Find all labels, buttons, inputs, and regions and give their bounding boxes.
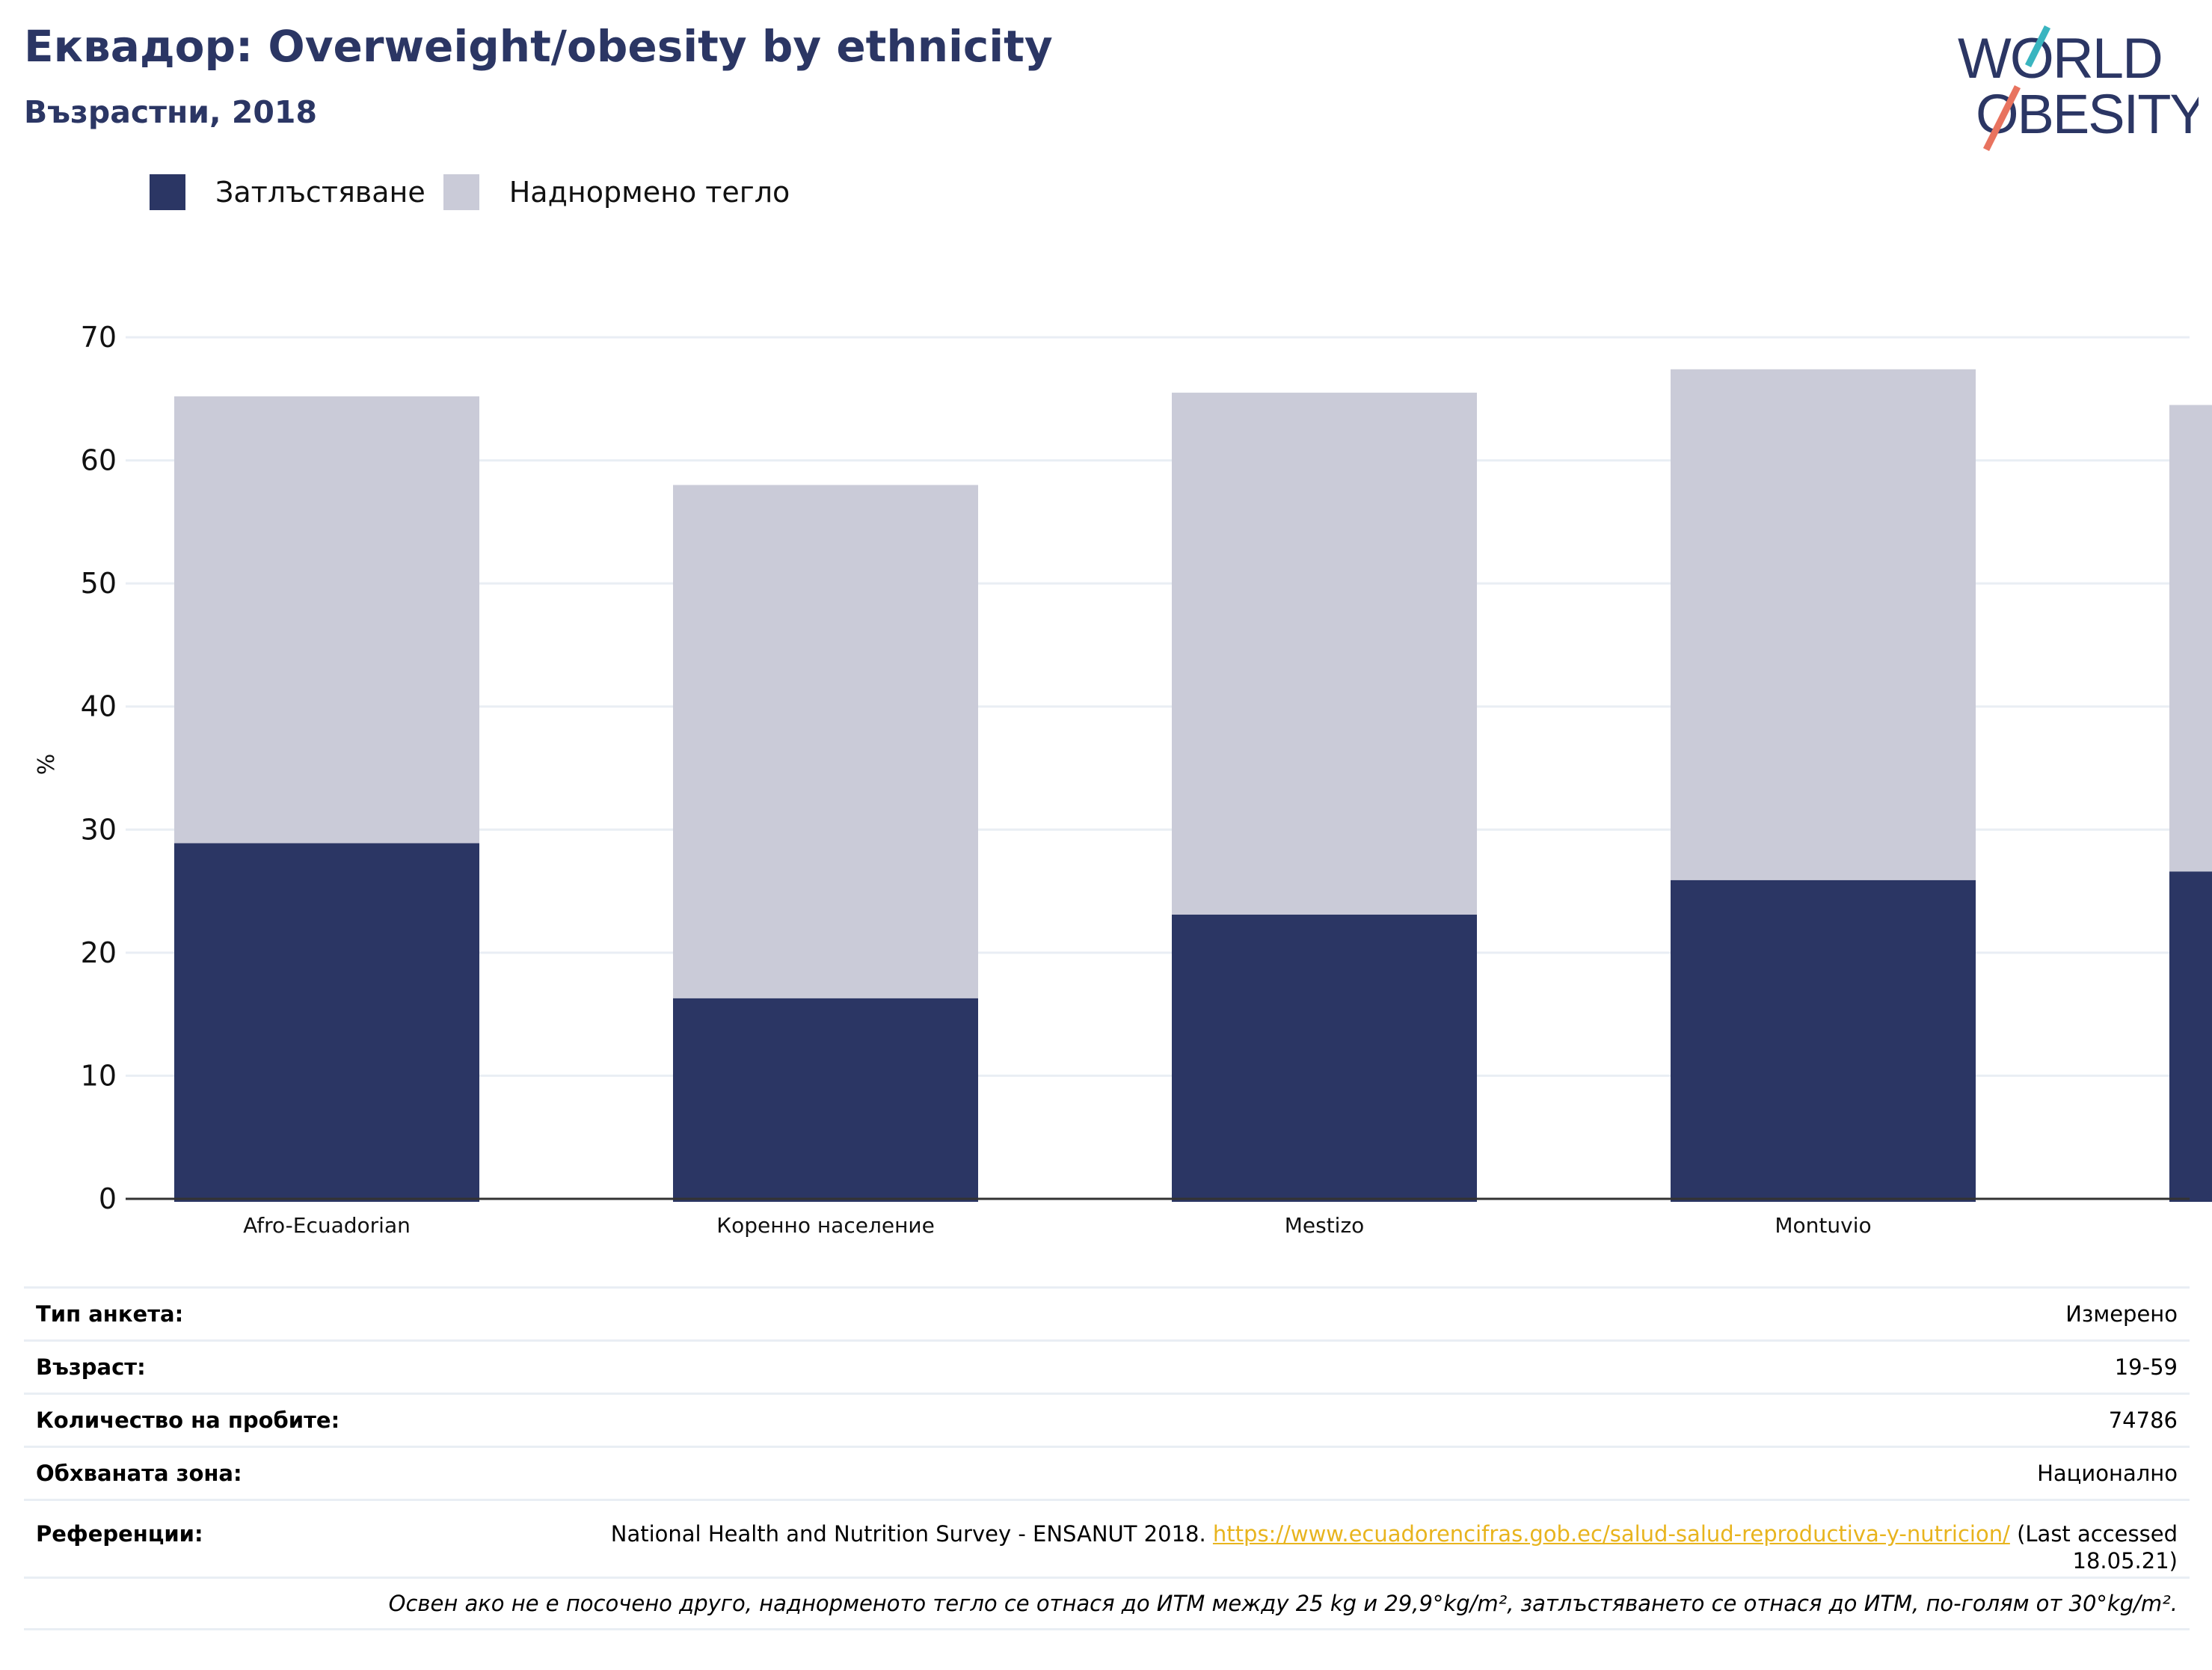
bar-overweight — [174, 396, 479, 844]
info-label-coverage: Обхваната зона: — [36, 1461, 242, 1486]
info-label-age: Възраст: — [36, 1354, 146, 1380]
y-tick-label: 30 — [81, 813, 117, 846]
x-tick-label: Afro-Ecuadorian — [243, 1213, 411, 1238]
info-value-sample-size: 74786 — [2108, 1407, 2178, 1433]
info-row-references: Референции: National Health and Nutritio… — [24, 1499, 2190, 1577]
y-tick-label: 40 — [81, 690, 117, 723]
x-tick-label: Коренно население — [716, 1213, 935, 1238]
logo-slash-coral — [1982, 85, 2021, 152]
x-tick-label: Montuvio — [1775, 1213, 1871, 1238]
bar-overweight — [2169, 405, 2212, 872]
legend-label-obesity: Затлъстяване — [215, 176, 425, 209]
bar-overweight — [1172, 393, 1477, 915]
page-title: Еквадор: Overweight/obesity by ethnicity — [24, 21, 1053, 72]
legend-item-obesity: Затлъстяване — [150, 174, 425, 210]
page-subtitle: Възрастни, 2018 — [24, 94, 317, 130]
y-tick-label: 70 — [81, 321, 117, 354]
y-tick-label: 50 — [81, 567, 117, 600]
bar-obesity — [1671, 879, 1976, 1202]
info-label-survey-type: Тип анкета: — [36, 1301, 184, 1327]
bar-overweight — [673, 485, 978, 998]
reference-accessed: (Last accessed 18.05.21) — [2017, 1521, 2178, 1574]
info-value-age: 19-59 — [2114, 1354, 2178, 1380]
logo-slash-teal — [2024, 25, 2051, 68]
survey-info-table: Тип анкета: Измерено Възраст: 19-59 Коли… — [24, 1286, 2190, 1630]
legend-swatch-obesity — [150, 174, 185, 210]
y-tick-label: 10 — [81, 1059, 117, 1092]
bar-obesity — [673, 998, 978, 1202]
world-obesity-logo: WORLD OBESITY — [1958, 25, 2199, 152]
logo-line1: WORLD — [1958, 27, 2162, 90]
bar-obesity — [2169, 871, 2212, 1202]
info-value-survey-type: Измерено — [2065, 1301, 2178, 1327]
bar-obesity — [174, 843, 479, 1202]
legend-item-overweight: Наднормено тегло — [443, 174, 790, 210]
info-value-coverage: Национално — [2037, 1461, 2178, 1486]
x-tick-label: Mestizo — [1285, 1213, 1365, 1238]
info-row-sample-size: Количество на пробите: 74786 — [24, 1393, 2190, 1446]
info-label-references: Референции: — [36, 1521, 203, 1547]
legend-label-overweight: Наднормено тегло — [509, 176, 790, 209]
info-value-references: National Health and Nutrition Survey - E… — [532, 1520, 2178, 1574]
stacked-bar-chart: 0 10 20 30 40 50 60 70% Afro-Ecuadorian Коренно н… — [34, 321, 2212, 1238]
info-row-coverage: Обхваната зона: Национално — [24, 1446, 2190, 1499]
info-label-sample-size: Количество на пробите: — [36, 1407, 340, 1433]
bmi-definition-note: Освен ако не е посочено друго, наднормен… — [388, 1591, 2178, 1616]
chart-legend: Затлъстяване Наднормено тегло — [150, 174, 808, 211]
legend-swatch-overweight — [443, 174, 479, 210]
info-row-survey-type: Тип анкета: Измерено — [24, 1286, 2190, 1339]
reference-link[interactable]: https://www.ecuadorencifras.gob.ec/salud… — [1212, 1521, 2010, 1547]
info-row-age: Възраст: 19-59 — [24, 1339, 2190, 1393]
y-tick-label: 20 — [81, 936, 117, 969]
bar-obesity — [1172, 914, 1477, 1202]
info-row-note: Освен ако не е посочено друго, наднормен… — [24, 1577, 2190, 1630]
y-axis-label: % — [34, 754, 60, 776]
bar-overweight — [1671, 369, 1976, 880]
y-tick-label: 0 — [99, 1182, 117, 1215]
y-tick-label: 60 — [81, 444, 117, 477]
reference-text: National Health and Nutrition Survey - E… — [610, 1521, 1206, 1547]
